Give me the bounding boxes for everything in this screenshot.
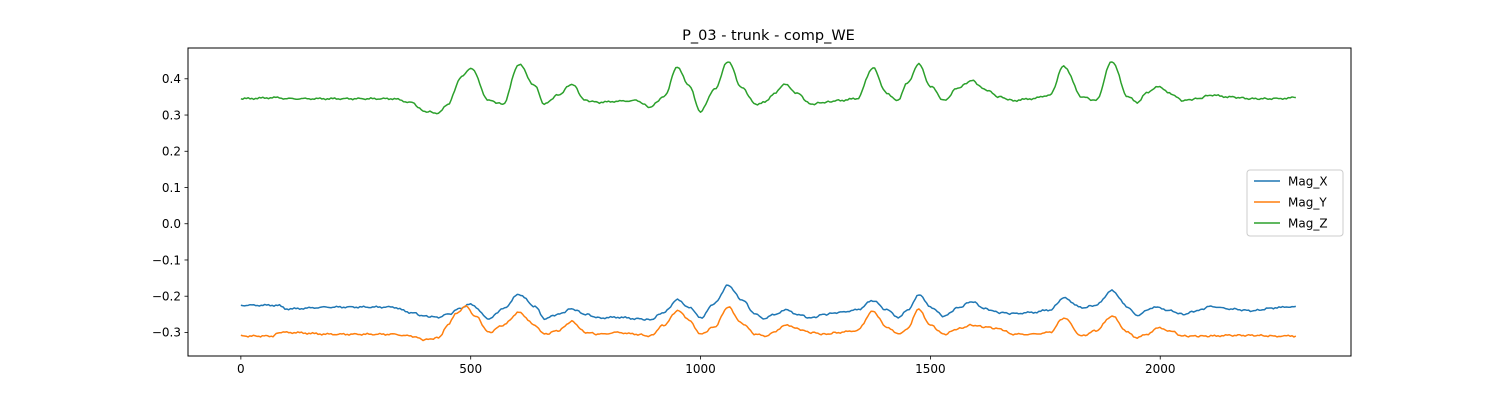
y-tick-label: 0.3	[162, 108, 181, 122]
legend-label: Mag_Y	[1288, 195, 1327, 209]
x-tick-label: 2000	[1145, 362, 1176, 376]
y-tick-label: 0.2	[162, 145, 181, 159]
y-tick-label: 0.0	[162, 217, 181, 231]
legend-box	[1246, 169, 1344, 237]
x-axis-ticks: 0 500 1000 1500 2000	[237, 356, 1176, 376]
x-tick-label: 1500	[915, 362, 946, 376]
y-tick-label: 0.4	[162, 72, 181, 86]
series-line-mag-y	[240, 304, 1297, 342]
legend-label: Mag_X	[1288, 174, 1328, 188]
plot-frame	[187, 47, 1352, 357]
x-tick-label: 0	[237, 362, 245, 376]
series-line-mag-x	[240, 284, 1296, 321]
series-layer	[240, 61, 1297, 342]
y-axis-ticks: −0.3 −0.2 −0.1 0.0 0.1 0.2 0.3 0.4	[152, 72, 188, 340]
y-tick-label: −0.2	[152, 290, 181, 304]
y-tick-label: 0.1	[162, 181, 181, 195]
y-tick-label: −0.3	[152, 326, 181, 340]
legend: Mag_X Mag_Y Mag_Z	[1246, 169, 1344, 237]
y-tick-label: −0.1	[152, 253, 181, 267]
series-line-mag-z	[240, 61, 1296, 115]
x-tick-label: 1000	[685, 362, 716, 376]
chart-title: P_03 - trunk - comp_WE	[682, 28, 855, 44]
legend-label: Mag_Z	[1288, 216, 1328, 230]
x-tick-label: 500	[459, 362, 482, 376]
